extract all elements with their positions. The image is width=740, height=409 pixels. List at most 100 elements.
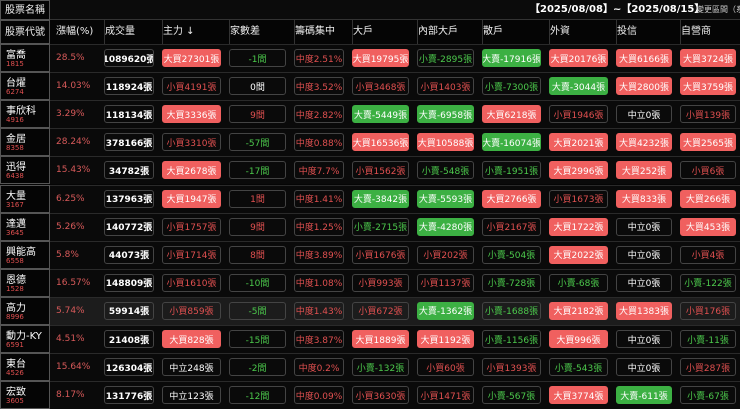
change-pct: 16.57%	[56, 277, 91, 288]
data-cell: 小買672張	[352, 301, 409, 320]
data-cell: 大賣-611張	[616, 386, 672, 405]
column-header[interactable]: 散戶	[482, 20, 549, 44]
range-label: 變更區間（系	[696, 5, 740, 14]
data-cell: 大賣-16074張	[482, 133, 541, 152]
data-cell: 大買3774張	[549, 386, 608, 405]
stock-cell[interactable]	[0, 268, 50, 297]
data-cell: 9間	[229, 105, 286, 124]
stock-name: 動力-KY	[6, 331, 42, 342]
data-cell: 中立0張	[616, 330, 672, 349]
data-cell: 中度3.89%	[294, 245, 344, 264]
data-cell: 小買3310張	[162, 133, 221, 152]
data-cell: 大賣-3044張	[549, 77, 608, 96]
data-cell: 中度0.09%	[294, 386, 344, 405]
stock-name: 興能高	[6, 246, 36, 258]
stock-name: 達邁	[6, 218, 26, 230]
data-cell: 9間	[229, 217, 286, 236]
data-cell: 小買3630張	[352, 386, 409, 405]
stock-cell[interactable]	[0, 44, 50, 73]
column-header[interactable]: 籌碼集中	[294, 20, 352, 44]
row-bg	[50, 212, 740, 241]
data-cell: 大賣-3842張	[352, 189, 409, 208]
data-cell: 小買139張	[680, 105, 736, 124]
stock-cell[interactable]	[0, 72, 50, 101]
data-cell: 大賣-1362張	[417, 301, 474, 320]
row-bg	[50, 353, 740, 382]
change-pct: 15.64%	[56, 362, 91, 373]
data-cell: 8間	[229, 245, 286, 264]
row-bg	[50, 240, 740, 269]
data-cell: 126304張	[104, 358, 154, 377]
stock-code: 1528	[6, 284, 24, 293]
data-cell: 中度7.7%	[294, 161, 344, 180]
stock-cell[interactable]	[0, 156, 50, 185]
column-header[interactable]: 漲幅(%)	[56, 26, 94, 37]
data-cell: 1間	[229, 189, 286, 208]
column-header[interactable]: 成交量	[104, 20, 162, 44]
data-cell: 小賣-11張	[680, 330, 736, 349]
data-cell: 大買2022張	[549, 245, 608, 264]
data-cell: 小賣-1688張	[482, 301, 541, 320]
data-cell: 中度1.43%	[294, 301, 344, 320]
data-cell: 小賣-68張	[549, 273, 608, 292]
stock-cell[interactable]	[0, 240, 50, 269]
data-cell: 小賣-543張	[549, 358, 608, 377]
data-cell: 118134張	[104, 105, 154, 124]
data-cell: 140772張	[104, 217, 154, 236]
column-header[interactable]: 自營商	[680, 20, 740, 44]
data-cell: 大賣-5593張	[417, 189, 474, 208]
stock-name: 恩德	[6, 274, 26, 286]
column-header[interactable]: 家數差	[229, 20, 294, 44]
change-pct: 6.25%	[56, 193, 85, 204]
data-cell: 小賣-67張	[680, 386, 736, 405]
change-pct: 8.17%	[56, 390, 85, 401]
stock-cell[interactable]	[0, 212, 50, 241]
column-header[interactable]: 內部大戶	[417, 20, 482, 44]
stock-cell[interactable]	[0, 128, 50, 157]
data-cell: 中度3.52%	[294, 77, 344, 96]
data-cell: 大買1383張	[616, 301, 672, 320]
stock-cell[interactable]	[0, 325, 50, 354]
column-header[interactable]: 大戶	[352, 20, 417, 44]
data-cell: 1089620張	[104, 49, 154, 68]
data-cell: 中立0張	[616, 273, 672, 292]
data-cell: 中度1.41%	[294, 189, 344, 208]
data-cell: 大買1192張	[417, 330, 474, 349]
header-bar	[50, 0, 740, 20]
data-cell: 小買6張	[680, 161, 736, 180]
stock-cell[interactable]	[0, 353, 50, 382]
data-cell: 中度3.87%	[294, 330, 344, 349]
name-label: 股票名稱	[0, 0, 50, 20]
stock-cell[interactable]	[0, 184, 50, 213]
change-pct: 5.8%	[56, 249, 79, 260]
column-header[interactable]: 主力 ↓	[162, 20, 229, 44]
data-cell: 137963張	[104, 189, 154, 208]
data-cell: -2間	[229, 358, 286, 377]
data-cell: 44073張	[104, 245, 154, 264]
stock-name: 事欣科	[6, 106, 36, 118]
stock-code: 6438	[6, 172, 24, 181]
stock-code: 6274	[6, 88, 24, 97]
change-pct: 28.24%	[56, 137, 91, 148]
data-cell: 小買1562張	[352, 161, 409, 180]
data-cell: 小買287張	[680, 358, 736, 377]
data-cell: 大買6218張	[482, 105, 541, 124]
change-pct: 5.74%	[56, 305, 85, 316]
change-pct: 15.43%	[56, 165, 91, 176]
data-cell: 中立0張	[616, 245, 672, 264]
stock-code: 3645	[6, 228, 24, 237]
stock-name: 金居	[6, 134, 26, 146]
data-cell: 小買176張	[680, 301, 736, 320]
data-cell: 大買2565張	[680, 133, 736, 152]
stock-cell[interactable]	[0, 100, 50, 129]
column-header[interactable]: 投信	[616, 20, 680, 44]
row-bg	[50, 268, 740, 297]
data-cell: 大買2800張	[616, 77, 672, 96]
data-cell: 大買1889張	[352, 330, 409, 349]
stock-cell[interactable]	[0, 296, 50, 325]
column-header[interactable]: 外資	[549, 20, 616, 44]
data-cell: 中立0張	[616, 217, 672, 236]
data-cell: 小買1137張	[417, 273, 474, 292]
stock-code: 3167	[6, 200, 24, 209]
data-cell: 大買1947張	[162, 189, 221, 208]
